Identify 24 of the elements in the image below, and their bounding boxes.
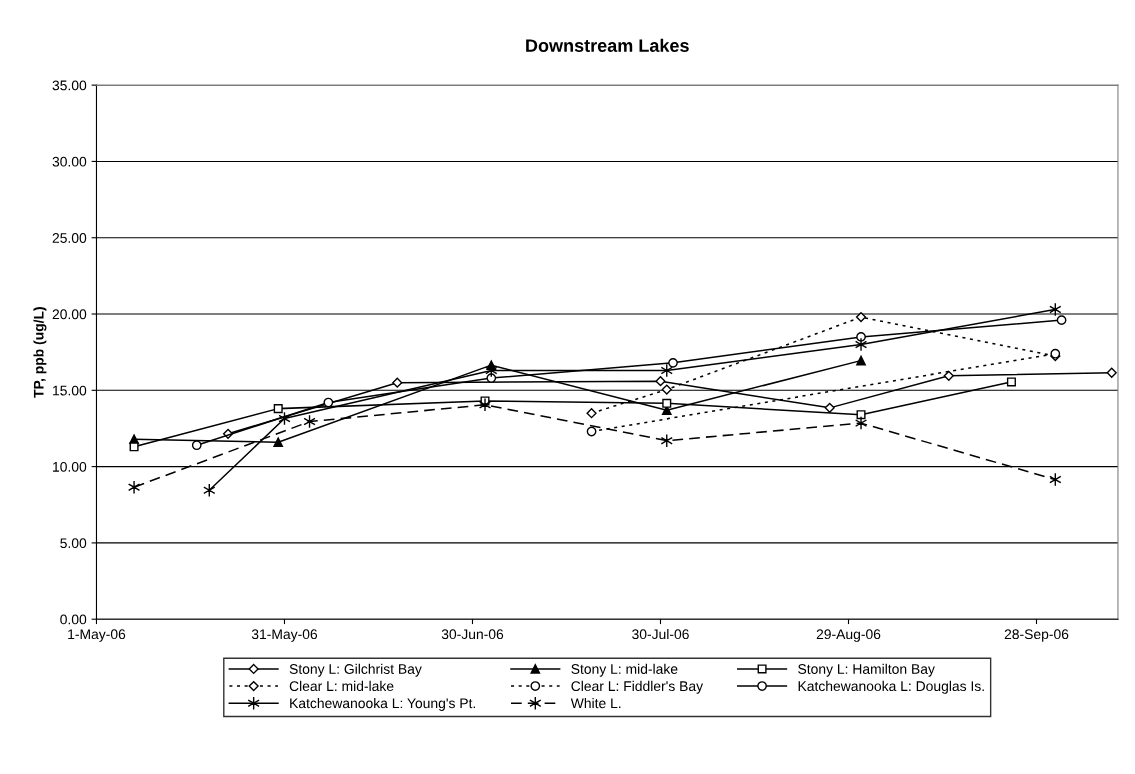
legend-label: Stony L: mid-lake (571, 663, 678, 677)
y-tick-label: 20.00 (52, 309, 87, 320)
legend-label: Katchewanooka L: Young's Pt. (290, 697, 476, 711)
y-tick-label: 30.00 (52, 156, 87, 167)
x-tick-label: 31-May-06 (251, 629, 318, 642)
y-tick-label: 0.00 (60, 614, 87, 625)
x-tick-label: 29-Aug-06 (816, 629, 881, 642)
x-tick-label: 30-Jun-06 (441, 629, 504, 640)
chart-title: Downstream Lakes (526, 38, 689, 52)
legend-label: Stony L: Gilchrist Bay (289, 663, 422, 677)
legend-label: White L. (570, 697, 621, 709)
y-tick-label: 5.00 (60, 538, 87, 549)
x-tick-label: 1-May-06 (68, 629, 126, 642)
y-tick-label: 35.00 (52, 80, 87, 91)
y-tick-label: 10.00 (53, 461, 87, 472)
legend-label: Clear L: Fiddler's Bay (571, 680, 704, 694)
y-tick-label: 25.00 (52, 233, 87, 243)
y-axis-title: TP, ppb (ug/L) (33, 307, 47, 398)
legend-label: Katchewanooka L: Douglas Is. (798, 680, 984, 694)
legend-label: Stony L: Hamilton Bay (798, 663, 935, 677)
legend-label: Clear L: mid-lake (289, 680, 394, 692)
y-tick-label: 15.00 (53, 385, 87, 396)
x-tick-label: 30-Jul-06 (632, 628, 689, 640)
x-tick-label: 28-Sep-06 (1004, 629, 1069, 642)
